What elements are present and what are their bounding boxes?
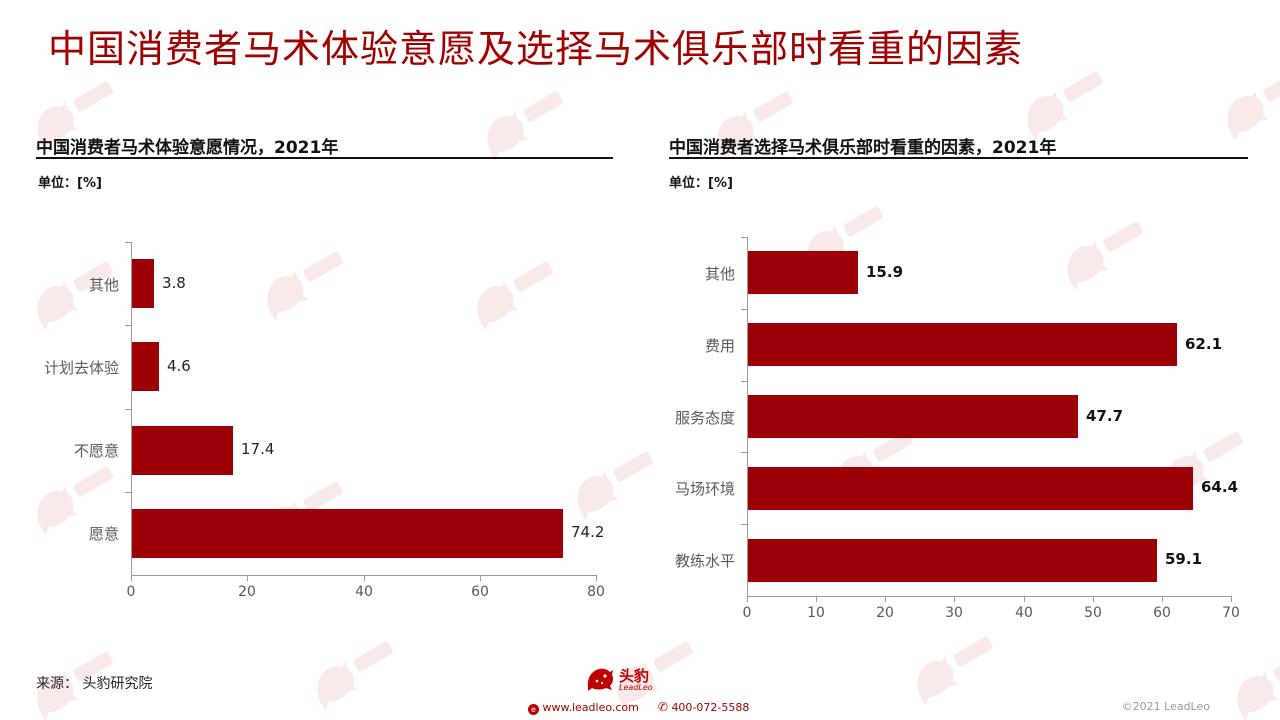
bar — [748, 395, 1078, 438]
category-label: 不愿意 — [73, 442, 119, 460]
bar — [748, 251, 858, 294]
bar — [748, 323, 1177, 366]
category-label: 其他 — [704, 265, 735, 283]
x-tick-mark — [596, 575, 597, 581]
bar — [132, 259, 154, 308]
left-unit-label: 单位：[%] — [38, 176, 102, 191]
x-tick-label: 20 — [238, 584, 256, 600]
website-link[interactable]: www.leadleo.com — [542, 701, 639, 714]
x-tick-mark — [1024, 596, 1025, 602]
x-tick-mark — [954, 596, 955, 602]
source-note: 来源： 头豹研究院 — [36, 676, 153, 692]
x-tick-label: 0 — [126, 584, 136, 600]
right-unit-label: 单位：[%] — [669, 176, 733, 191]
y-tick-mark — [741, 524, 747, 525]
copyright: ©2021 LeadLeo — [1121, 700, 1210, 713]
x-tick-mark — [131, 575, 132, 581]
data-label: 15.9 — [866, 263, 904, 281]
x-tick-label: 40 — [1015, 605, 1033, 621]
bar — [748, 539, 1157, 582]
bar — [132, 426, 233, 475]
x-tick-label: 50 — [1084, 605, 1102, 621]
x-tick-label: 80 — [587, 584, 605, 600]
y-tick-mark — [125, 492, 131, 493]
x-tick-mark — [1162, 596, 1163, 602]
phone-icon: ✆ — [657, 700, 668, 714]
y-tick-mark — [125, 325, 131, 326]
data-label: 4.6 — [167, 357, 191, 375]
y-axis-line — [131, 242, 132, 575]
data-label: 17.4 — [241, 440, 275, 458]
footer-logo[interactable]: 头豹 LeadLeo — [585, 665, 695, 695]
web-icon: e — [528, 704, 539, 715]
x-tick-label: 30 — [945, 605, 963, 621]
x-axis-line — [131, 575, 596, 576]
bar — [132, 342, 159, 391]
data-label: 59.1 — [1165, 550, 1203, 568]
x-tick-label: 60 — [1153, 605, 1171, 621]
category-label: 费用 — [704, 337, 735, 355]
footer-contacts: e www.leadleo.com ✆ 400-072-5588 — [528, 700, 749, 715]
y-tick-mark — [741, 237, 747, 238]
x-tick-mark — [1093, 596, 1094, 602]
bar — [132, 509, 563, 558]
left-title-rule — [36, 157, 613, 159]
category-label: 教练水平 — [674, 552, 735, 570]
slide-title: 中国消费者马术体验意愿及选择马术俱乐部时看重的因素 — [48, 27, 1024, 71]
x-tick-label: 10 — [807, 605, 825, 621]
x-tick-mark — [816, 596, 817, 602]
category-label: 其他 — [88, 276, 119, 294]
x-tick-mark — [364, 575, 365, 581]
x-tick-label: 20 — [876, 605, 894, 621]
x-tick-mark — [1231, 596, 1232, 602]
x-tick-label: 0 — [742, 605, 752, 621]
right-chart-title: 中国消费者选择马术俱乐部时看重的因素，2021年 — [669, 138, 1057, 158]
y-tick-mark — [741, 452, 747, 453]
bar — [748, 467, 1193, 510]
x-tick-label: 40 — [355, 584, 373, 600]
x-tick-label: 70 — [1222, 605, 1240, 621]
leopard-logo-icon — [587, 668, 614, 691]
footer-brand-cn: 头豹 — [619, 667, 650, 685]
left-chart-title: 中国消费者马术体验意愿情况，2021年 — [36, 138, 339, 158]
y-tick-mark — [125, 242, 131, 243]
category-label: 愿意 — [88, 525, 119, 543]
left-bar-chart: 其他 3.8 计划去体验 4.6 不愿意 17.4 愿意 74.2 0 20 40 60 80 — [43, 242, 605, 600]
x-tick-mark — [247, 575, 248, 581]
x-tick-mark — [885, 596, 886, 602]
right-title-rule — [669, 157, 1248, 159]
x-tick-mark — [480, 575, 481, 581]
y-tick-mark — [741, 381, 747, 382]
data-label: 3.8 — [162, 274, 186, 292]
x-tick-label: 60 — [471, 584, 489, 600]
footer-brand-en: LeadLeo — [619, 683, 653, 692]
phone-number: 400-072-5588 — [671, 701, 750, 714]
data-label: 62.1 — [1185, 335, 1223, 353]
x-axis-line — [747, 596, 1231, 597]
y-tick-mark — [741, 309, 747, 310]
data-label: 74.2 — [571, 523, 605, 541]
data-label: 47.7 — [1086, 407, 1124, 425]
data-label: 64.4 — [1201, 478, 1239, 496]
y-tick-mark — [125, 409, 131, 410]
category-label: 计划去体验 — [43, 359, 119, 377]
category-label: 服务态度 — [674, 409, 735, 427]
x-tick-mark — [747, 596, 748, 602]
category-label: 马场环境 — [674, 480, 735, 498]
y-axis-line — [747, 237, 748, 596]
